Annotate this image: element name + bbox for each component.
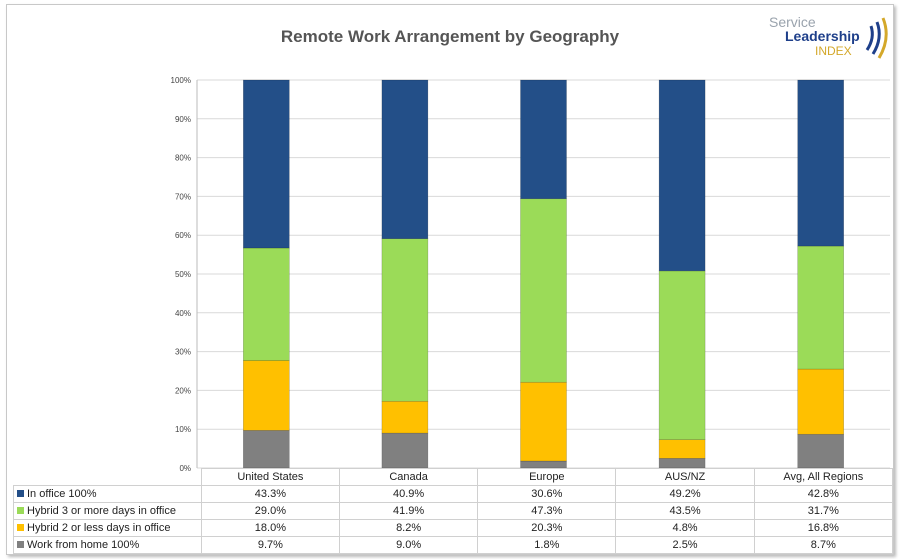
bar-segment: [243, 247, 290, 361]
data-table: United States Canada Europe AUS/NZ Avg, All …: [13, 468, 893, 554]
bar-segment: [797, 433, 845, 469]
bar-segment: [797, 245, 845, 370]
legend-label: Hybrid 2 or less days in office: [27, 522, 171, 534]
data-label: 8.7%: [753, 536, 893, 554]
bar-segment: [381, 432, 429, 469]
category-label: Canada: [338, 468, 479, 486]
data-label: 20.3%: [477, 519, 617, 537]
category-label: AUS/NZ: [615, 468, 755, 486]
category-label: Avg, All Regions: [753, 468, 893, 486]
bar-segment: [658, 270, 706, 440]
y-tick-label: 80%: [175, 154, 191, 163]
category-label: Europe: [477, 468, 617, 486]
data-label: 43.5%: [615, 502, 755, 520]
y-tick-label: 100%: [171, 76, 191, 85]
legend-swatch: [17, 490, 24, 497]
bar-segment: [658, 79, 706, 272]
bar-segment: [243, 430, 290, 469]
legend-row: In office 100% 43.3% 40.9% 30.6% 49.2% 42.8%: [13, 485, 893, 503]
y-tick-label: 30%: [175, 348, 191, 357]
data-label: 29.0%: [200, 502, 340, 520]
bar-segment: [658, 439, 706, 459]
data-label: 2.5%: [615, 536, 755, 554]
y-tick-label: 50%: [175, 270, 191, 279]
chart-frame: Remote Work Arrangement by Geography Ser…: [6, 4, 894, 555]
bar-segment: [797, 368, 845, 435]
y-tick-label: 10%: [175, 425, 191, 434]
data-label: 1.8%: [477, 536, 617, 554]
bar-segment: [520, 79, 567, 200]
bar-segment: [381, 79, 429, 239]
legend-row: Hybrid 3 or more days in office 29.0% 41.9…: [13, 502, 893, 520]
svg-text:Leadership: Leadership: [785, 28, 860, 44]
svg-text:Service: Service: [769, 14, 816, 30]
svg-text:INDEX: INDEX: [815, 44, 852, 58]
y-tick-label: 20%: [175, 386, 191, 395]
legend-label: In office 100%: [27, 488, 97, 500]
data-label: 31.7%: [753, 502, 893, 520]
y-tick-label: 70%: [175, 192, 191, 201]
bar-segment: [520, 381, 567, 462]
data-label: 41.9%: [338, 502, 479, 520]
data-label: 16.8%: [753, 519, 893, 537]
data-label: 18.0%: [200, 519, 340, 537]
data-label: 43.3%: [200, 485, 340, 503]
data-label: 9.7%: [200, 536, 340, 554]
legend-swatch: [17, 507, 24, 514]
y-tick-label: 90%: [175, 115, 191, 124]
bar-segment: [520, 460, 567, 469]
data-label: 4.8%: [615, 519, 755, 537]
bar-segment: [243, 79, 290, 249]
legend-swatch: [17, 541, 24, 548]
data-label: 8.2%: [338, 519, 479, 537]
bar-segment: [381, 238, 429, 402]
data-label: 9.0%: [338, 536, 479, 554]
y-tick-label: 40%: [175, 309, 191, 318]
data-label: 40.9%: [338, 485, 479, 503]
bar-segment: [520, 198, 567, 383]
bar-segment: [658, 457, 706, 469]
bar-segment: [381, 400, 429, 434]
data-label: 47.3%: [477, 502, 617, 520]
y-tick-label: 60%: [175, 231, 191, 240]
legend-row: Hybrid 2 or less days in office 18.0% 8.2%…: [13, 519, 893, 537]
chart-title: Remote Work Arrangement by Geography: [280, 27, 620, 46]
bar-segment: [243, 360, 290, 431]
category-label: United States: [200, 468, 340, 486]
plot-area: 0%10%20%30%40%50%60%70%80%90%100%: [171, 76, 890, 473]
data-label: 49.2%: [615, 485, 755, 503]
bar-segment: [797, 79, 845, 247]
data-label: 42.8%: [753, 485, 893, 503]
legend-label: Work from home 100%: [27, 539, 140, 551]
service-leadership-logo: Service Leadership INDEX: [769, 14, 888, 59]
legend-swatch: [17, 524, 24, 531]
legend-label: Hybrid 3 or more days in office: [27, 505, 176, 517]
legend-row: Work from home 100% 9.7% 9.0% 1.8% 2.5% 8.7%: [13, 536, 893, 554]
data-label: 30.6%: [477, 485, 617, 503]
